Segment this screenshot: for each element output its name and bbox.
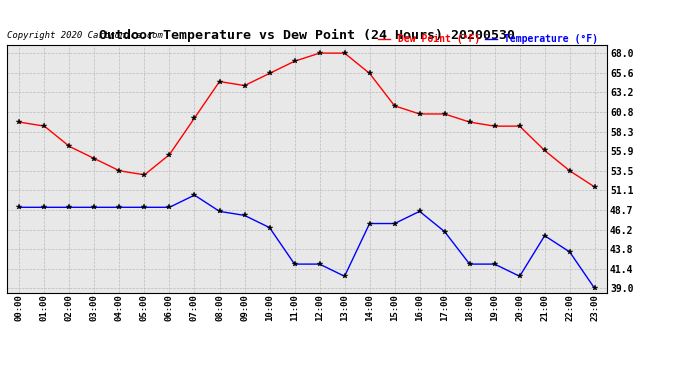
Text: Copyright 2020 Cartronics.com: Copyright 2020 Cartronics.com <box>7 31 163 40</box>
Title: Outdoor Temperature vs Dew Point (24 Hours) 20200530: Outdoor Temperature vs Dew Point (24 Hou… <box>99 29 515 42</box>
Legend: Dew Point (°F), Temperature (°F): Dew Point (°F), Temperature (°F) <box>375 30 602 48</box>
